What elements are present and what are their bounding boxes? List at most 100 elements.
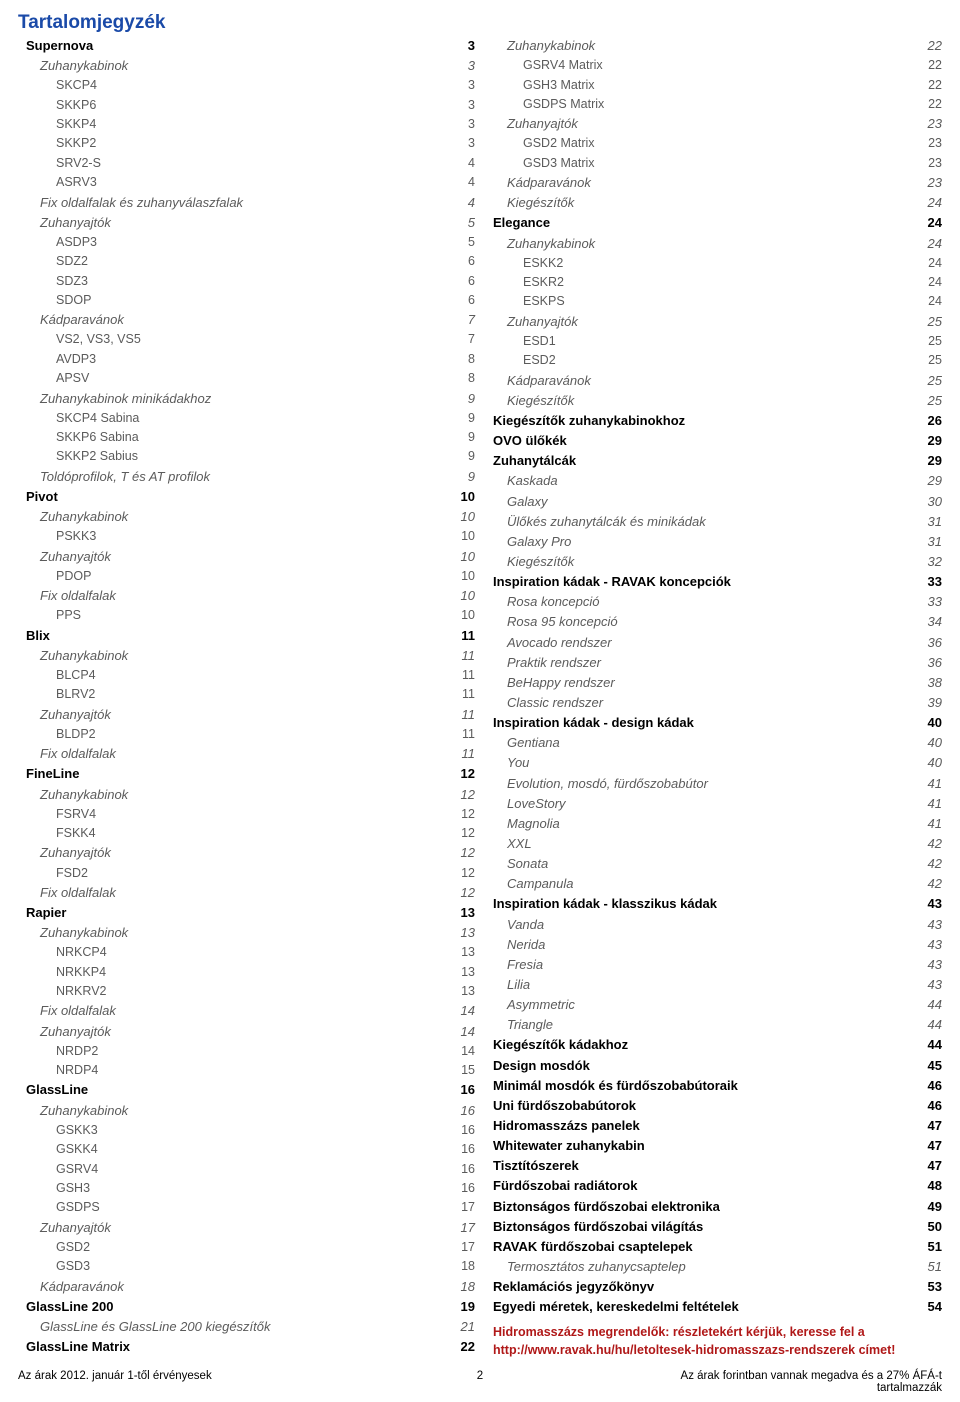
toc-row: ESD225 (485, 351, 942, 370)
toc-row: Fürdőszobai radiátorok48 (485, 1176, 942, 1196)
toc-label: Zuhanytálcák (485, 451, 902, 471)
toc-label: Zuhanykabinok minikádakhoz (18, 389, 435, 409)
toc-page: 47 (902, 1116, 942, 1136)
toc-page: 41 (902, 794, 942, 814)
toc-page: 18 (435, 1257, 475, 1276)
toc-label: GSD3 Matrix (485, 154, 902, 173)
toc-label: Ülőkés zuhanytálcák és minikádak (485, 512, 902, 532)
toc-label: ESD2 (485, 351, 902, 370)
toc-label: Supernova (18, 36, 435, 56)
toc-label: GSRV4 (18, 1160, 435, 1179)
toc-page: 6 (435, 272, 475, 291)
toc-page: 7 (435, 310, 475, 330)
toc-page: 21 (435, 1317, 475, 1337)
toc-row: GSDPS17 (18, 1198, 475, 1217)
toc-page: 12 (435, 785, 475, 805)
toc-label: Evolution, mosdó, fürdőszobabútor (485, 774, 902, 794)
toc-page: 23 (902, 173, 942, 193)
toc-row: Zuhanyajtók11 (18, 705, 475, 725)
toc-label: Zuhanyajtók (18, 547, 435, 567)
toc-row: Evolution, mosdó, fürdőszobabútor41 (485, 774, 942, 794)
toc-label: Zuhanyajtók (485, 312, 902, 332)
toc-label: SDZ2 (18, 252, 435, 271)
toc-page: 43 (902, 975, 942, 995)
toc-row: GSH3 Matrix22 (485, 76, 942, 95)
toc-row: Hidromasszázs panelek47 (485, 1116, 942, 1136)
toc-page: 16 (435, 1179, 475, 1198)
toc-page: 23 (902, 114, 942, 134)
toc-row: Kiegészítők kádakhoz44 (485, 1035, 942, 1055)
toc-label: Gentiana (485, 733, 902, 753)
toc-page: 3 (435, 76, 475, 95)
toc-label: Elegance (485, 213, 902, 233)
toc-row: GlassLine 20019 (18, 1297, 475, 1317)
toc-row: Galaxy Pro31 (485, 532, 942, 552)
toc-row: ESKR224 (485, 273, 942, 292)
toc-row: Kiegészítők32 (485, 552, 942, 572)
toc-row: Zuhanyajtók25 (485, 312, 942, 332)
toc-label: OVO ülőkék (485, 431, 902, 451)
toc-row: SKKP63 (18, 96, 475, 115)
toc-label: Inspiration kádak - design kádak (485, 713, 902, 733)
toc-row: AVDP38 (18, 350, 475, 369)
toc-row: Campanula42 (485, 874, 942, 894)
toc-page: 53 (902, 1277, 942, 1297)
toc-row: NRDP214 (18, 1042, 475, 1061)
toc-row: SDZ36 (18, 272, 475, 291)
toc-label: GSD2 (18, 1238, 435, 1257)
toc-page: 9 (435, 467, 475, 487)
toc-label: Biztonságos fürdőszobai világítás (485, 1217, 902, 1237)
toc-label: BLRV2 (18, 685, 435, 704)
toc-row: Uni fürdőszobabútorok46 (485, 1096, 942, 1116)
toc-page: 11 (435, 646, 475, 666)
toc-page: 22 (902, 56, 942, 75)
toc-label: Asymmetric (485, 995, 902, 1015)
toc-label: APSV (18, 369, 435, 388)
toc-page: 43 (902, 915, 942, 935)
toc-label: FSD2 (18, 864, 435, 883)
toc-page: 25 (902, 312, 942, 332)
toc-label: Hidromasszázs panelek (485, 1116, 902, 1136)
toc-page: 16 (435, 1160, 475, 1179)
toc-label: FSKK4 (18, 824, 435, 843)
toc-page: 24 (902, 193, 942, 213)
toc-label: Fix oldalfalak (18, 586, 435, 606)
hydromassage-note: Hidromasszázs megrendelők: részletekért … (485, 1317, 942, 1359)
toc-row: Reklamációs jegyzőkönyv53 (485, 1277, 942, 1297)
toc-row: Kádparavánok7 (18, 310, 475, 330)
toc-page: 33 (902, 592, 942, 612)
toc-row: GSRV4 Matrix22 (485, 56, 942, 75)
toc-label: XXL (485, 834, 902, 854)
toc-page: 17 (435, 1198, 475, 1217)
toc-row: BeHappy rendszer38 (485, 673, 942, 693)
toc-row: ESD125 (485, 332, 942, 351)
toc-row: Zuhanykabinok minikádakhoz9 (18, 389, 475, 409)
toc-row: Zuhanykabinok11 (18, 646, 475, 666)
toc-row: NRKKP413 (18, 963, 475, 982)
page-footer: Az árak 2012. január 1-től érvényesek 2 … (18, 1370, 942, 1394)
toc-label: Design mosdók (485, 1056, 902, 1076)
toc-row: VS2, VS3, VS57 (18, 330, 475, 349)
toc-label: Praktik rendszer (485, 653, 902, 673)
toc-label: FSRV4 (18, 805, 435, 824)
toc-label: NRKKP4 (18, 963, 435, 982)
toc-row: Tisztítószerek47 (485, 1156, 942, 1176)
toc-row: Zuhanykabinok24 (485, 234, 942, 254)
toc-page: 16 (435, 1121, 475, 1140)
toc-page: 44 (902, 1015, 942, 1035)
toc-label: Tisztítószerek (485, 1156, 902, 1176)
toc-row: Inspiration kádak - design kádak40 (485, 713, 942, 733)
toc-label: ESKPS (485, 292, 902, 311)
toc-label: SKKP4 (18, 115, 435, 134)
toc-row: ESKPS24 (485, 292, 942, 311)
toc-page: 17 (435, 1218, 475, 1238)
toc-page: 22 (435, 1337, 475, 1357)
toc-page: 8 (435, 350, 475, 369)
toc-label: Fix oldalfalak (18, 744, 435, 764)
toc-label: NRKCP4 (18, 943, 435, 962)
toc-label: ESKR2 (485, 273, 902, 292)
toc-page: 25 (902, 391, 942, 411)
toc-row: Zuhanykabinok22 (485, 36, 942, 56)
toc-label: Kiegészítők (485, 552, 902, 572)
toc-label: PDOP (18, 567, 435, 586)
